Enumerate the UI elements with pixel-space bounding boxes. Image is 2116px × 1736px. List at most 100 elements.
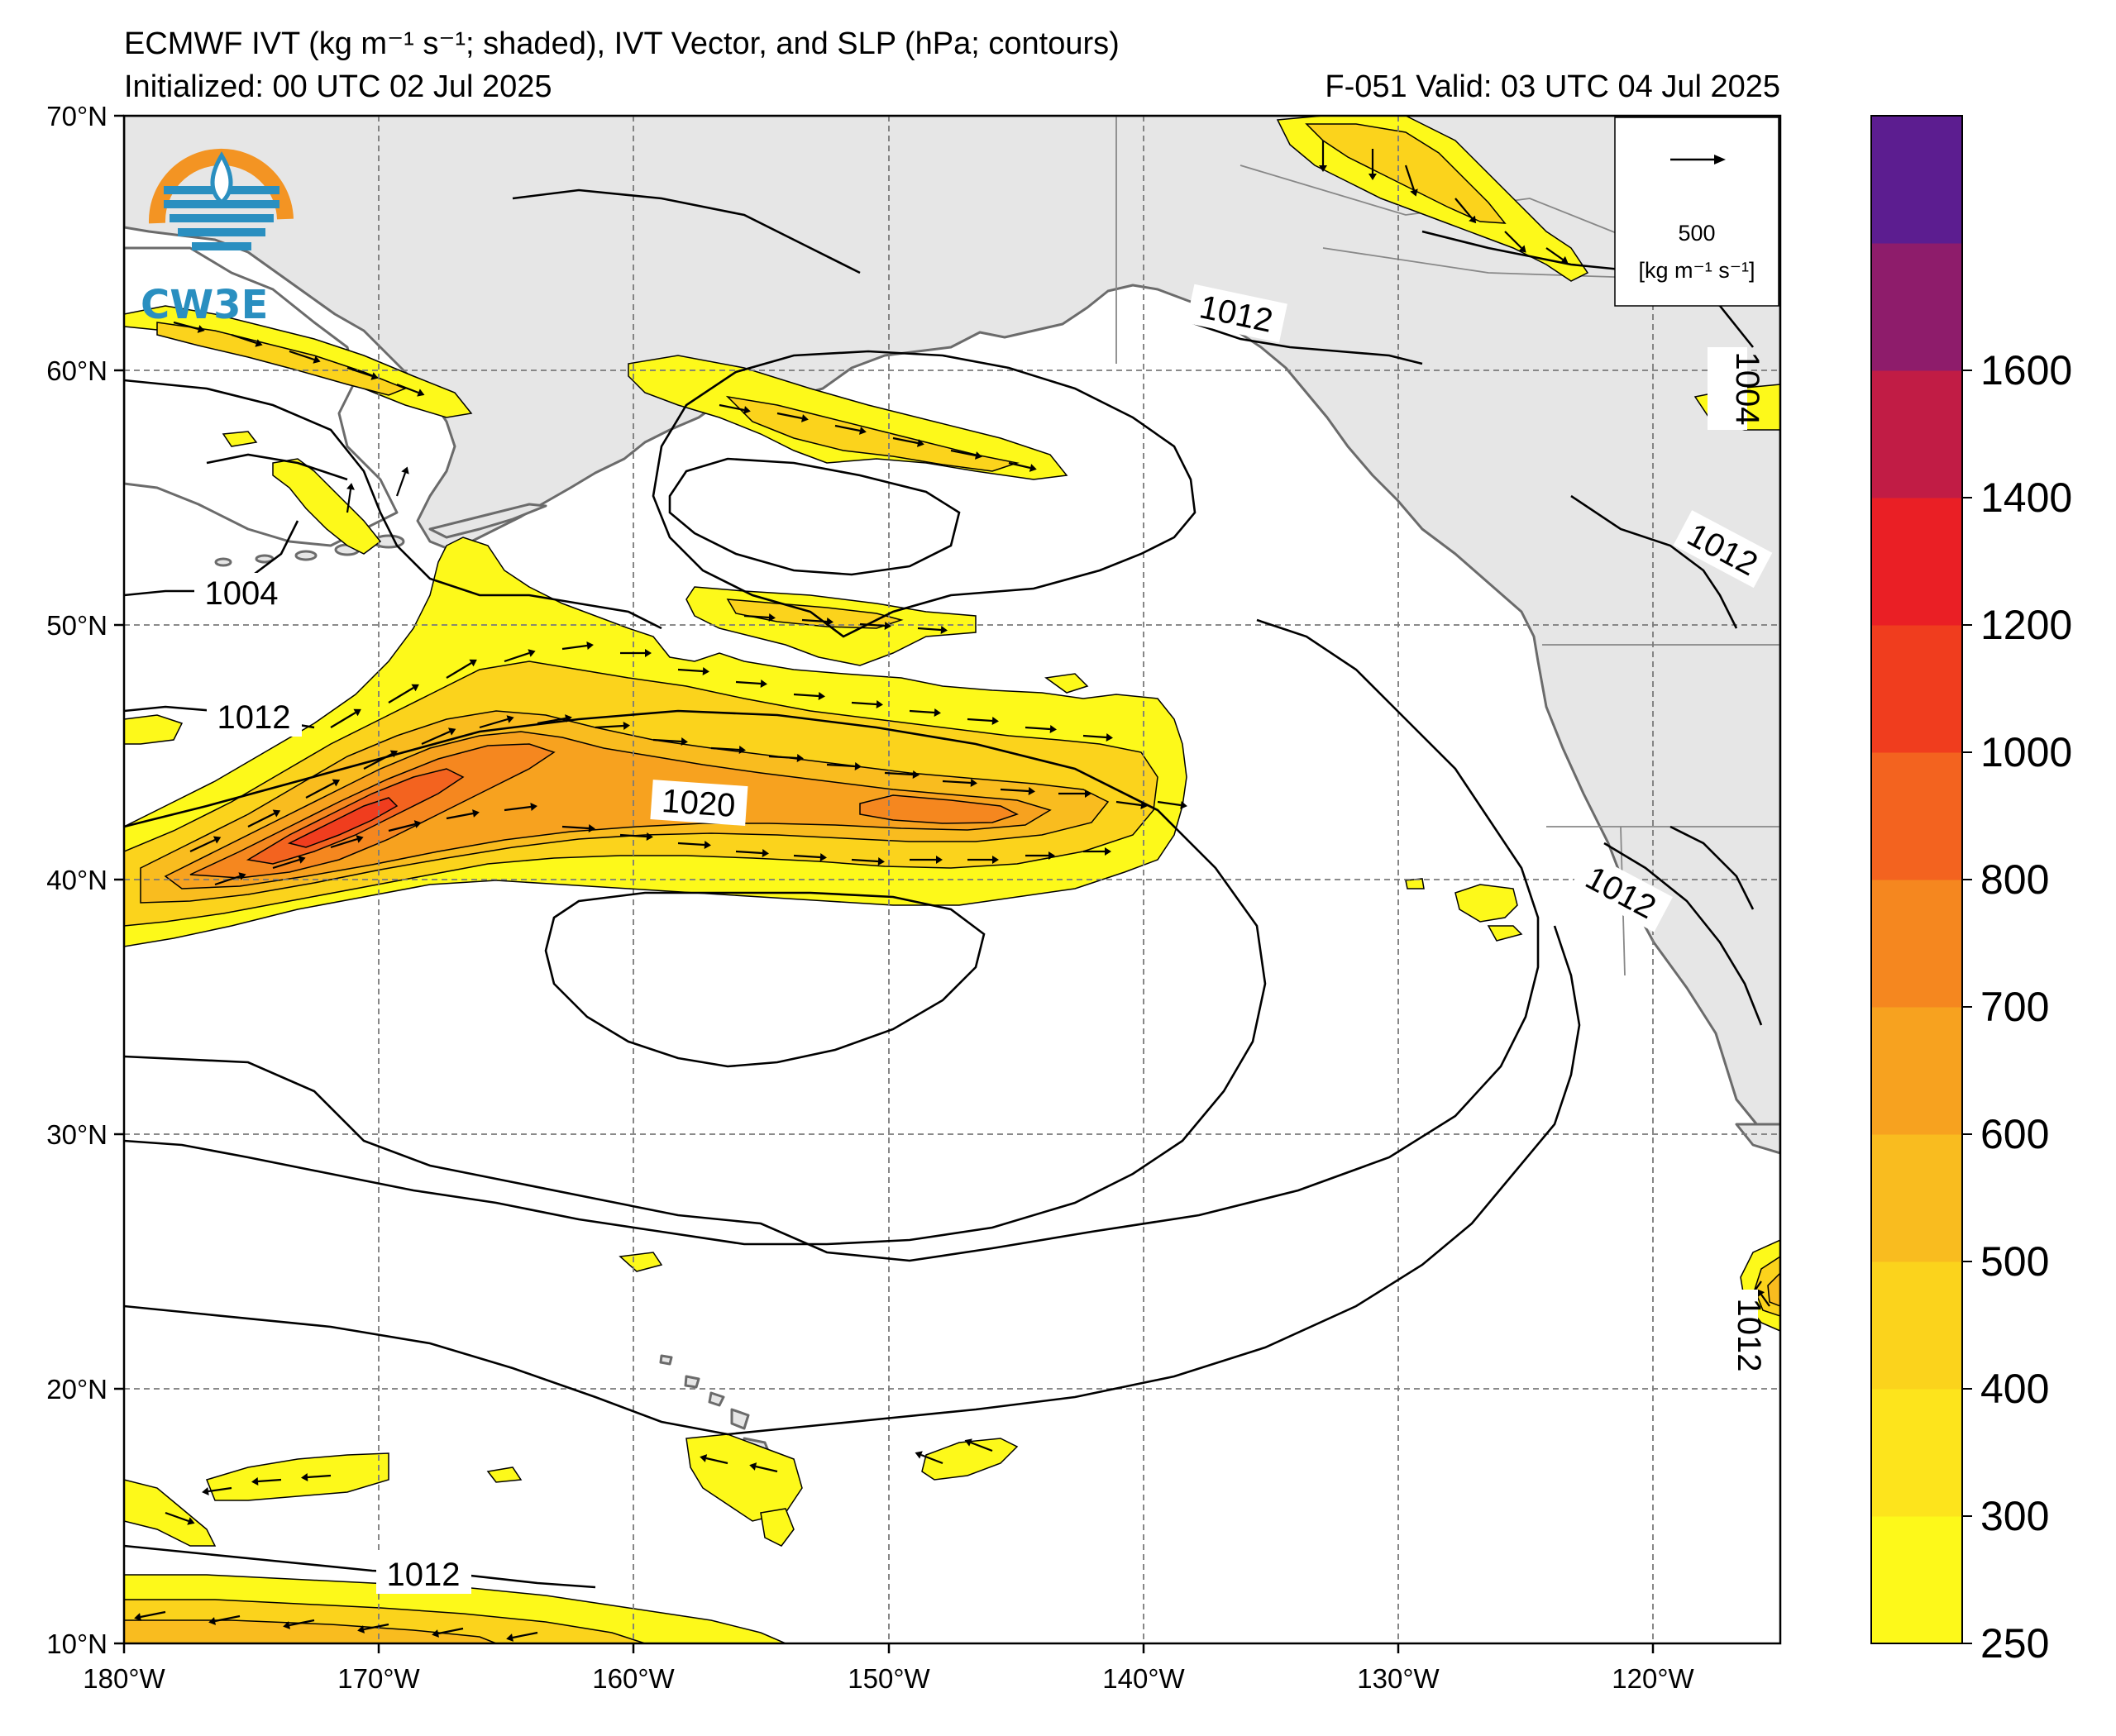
ivt-vector-arrowhead [313, 355, 321, 364]
lon-tick-label: 130°W [1357, 1663, 1440, 1694]
colorbar-segment [1871, 243, 1962, 371]
ivt-vector-arrowhead [884, 622, 891, 630]
ivt-vector-arrowhead [301, 1473, 308, 1481]
ivt-vector-arrowhead [565, 714, 572, 723]
ivt-vector-arrow [437, 1627, 464, 1635]
ivt-vector-arrowhead [357, 1625, 365, 1633]
slp-labels: 1012 1004 1012 1004 1012 1020 1012 1012 … [194, 284, 1773, 1594]
ivt-vector-arrow [942, 780, 972, 785]
ivt-vector-arrowhead [1469, 215, 1477, 224]
ivt-vector-arrow [768, 755, 798, 760]
ivt-vector-arrowhead [401, 466, 409, 475]
ivt-vector-arrowhead [370, 372, 379, 380]
ivt-vector-arrow [330, 837, 358, 849]
ivt-vector-arrow [504, 805, 532, 812]
ivt-vector-arrowhead [704, 841, 711, 849]
lon-tick-label: 140°W [1102, 1663, 1185, 1694]
colorbar-segment [1871, 370, 1962, 498]
ivt-vector-arrowhead [818, 692, 825, 700]
ivt-vector-arrowhead [432, 1629, 439, 1638]
colorbar-tick-label: 250 [1980, 1620, 2049, 1667]
ivt-vector-arrow [793, 693, 819, 698]
slp-contours [124, 188, 1763, 1589]
ivt-vector-arrow [735, 680, 762, 685]
ivt-vector-arrow [289, 1619, 315, 1627]
ivt-vector-arrow [755, 1465, 778, 1473]
ivt-vector-arrow [231, 333, 257, 345]
lat-tick-label: 50°N [46, 610, 107, 641]
colorbar-segment [1871, 116, 1962, 244]
lat-tick-label: 40°N [46, 865, 107, 895]
axis-ticks [114, 114, 1655, 1653]
logo-text: CW3E [141, 282, 268, 328]
colorbar-tick-label: 700 [1980, 984, 2049, 1030]
init-time: Initialized: 00 UTC 02 Jul 2025 [124, 69, 552, 104]
slp-label: 1012 [387, 1557, 461, 1593]
ivt-vector-arrow [950, 449, 977, 457]
ivt-vector-arrowhead [964, 1438, 972, 1447]
ivt-vector-arrowhead [356, 835, 364, 843]
ivt-vector-arrow [776, 412, 803, 420]
ivt-vector-arrow [257, 1478, 282, 1483]
ivt-vector-arrowhead [915, 1451, 923, 1459]
ivt-vector-arrowhead [134, 1613, 141, 1621]
ivt-vector-arrow [479, 718, 509, 729]
lon-tick-label: 160°W [592, 1663, 675, 1694]
ivt-vector-arrowhead [197, 325, 205, 333]
ivt-vector-arrow [140, 1610, 166, 1619]
valid-time: F-051 Valid: 03 UTC 04 Jul 2025 [1325, 69, 1780, 104]
ivt-vector-arrowhead [876, 700, 883, 708]
ivt-vector-arrowhead [238, 872, 246, 880]
ivt-vector-arrow [446, 812, 474, 820]
colorbar-tick-label: 1200 [1980, 602, 2072, 648]
ivt-vector-arrowhead [934, 708, 941, 717]
lon-tick-label: 150°W [848, 1663, 930, 1694]
ivt-vector-arrow [826, 763, 856, 768]
ivt-vector-arrowhead [417, 389, 425, 397]
map-panel: 1012 1004 1012 1004 1012 1020 1012 1012 … [124, 116, 1780, 1643]
ivt-vector-arrowhead [353, 708, 361, 717]
ivt-vectors [134, 141, 1770, 1642]
ivt-vector-arrow [189, 839, 216, 852]
ivt-vector-arrowhead [1560, 255, 1569, 264]
ivt-vector-arrowhead [389, 750, 399, 758]
ivt-vector-arrowhead [472, 809, 480, 818]
colorbar-segment [1871, 880, 1962, 1008]
ivt-vector-arrow [917, 627, 942, 632]
ivt-vector-arrow [920, 1453, 943, 1465]
ivt-vector-arrow [677, 668, 704, 673]
ivt-vector-arrow [970, 1441, 993, 1452]
ivt-vector-arrowhead [768, 613, 776, 622]
ivt-vector-arrow [851, 701, 877, 706]
ivt-vector-arrowhead [738, 746, 746, 754]
ivt-vector-arrowhead [991, 717, 999, 725]
colorbar-segment [1871, 498, 1962, 626]
colorbar-tick-label: 300 [1980, 1493, 2049, 1539]
ivt-vector-arrow [1504, 231, 1522, 249]
ivt-vector-arrowhead [506, 1633, 513, 1642]
colorbar-segment [1871, 1516, 1962, 1644]
ivt-vector-arrow [346, 489, 352, 513]
ivt-vector-arrowhead [251, 1477, 259, 1486]
ivt-vector-arrowhead [1048, 851, 1055, 860]
ivt-vector-arrow [1454, 198, 1473, 219]
slp-label: 1004 [1729, 352, 1765, 426]
ivt-vector-arrowhead [859, 427, 867, 435]
ivt-vector-arrowhead [762, 849, 769, 857]
colorbar-tick-label: 1000 [1980, 729, 2072, 775]
lon-tick-label: 180°W [83, 1663, 165, 1694]
ivt-vector-arrowhead [1028, 787, 1035, 795]
ivt-vector-arrowhead [272, 809, 281, 818]
ivt-vector-arrowhead [208, 1617, 216, 1625]
lat-tick-label: 10°N [46, 1629, 107, 1659]
ivt-vector-arrow [1008, 461, 1031, 470]
ivt-vector-arrow [892, 436, 919, 445]
ivt-vector-arrowhead [332, 779, 341, 787]
ivt-vector-arrowhead [447, 727, 456, 736]
ivt-vector-arrowhead [936, 856, 943, 864]
ivt-vector-arrow [396, 383, 419, 394]
ivt-vector-arrowhead [796, 754, 804, 762]
ivt-vector-arrowhead [1410, 188, 1418, 197]
colorbar-segment [1871, 1261, 1962, 1390]
